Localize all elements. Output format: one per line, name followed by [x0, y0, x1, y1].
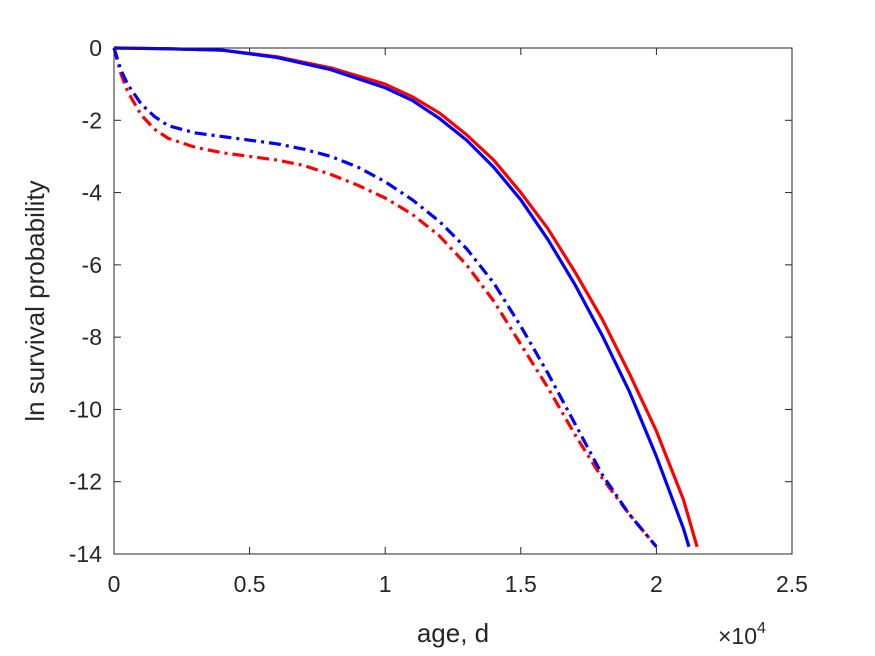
y-tick-label: -4: [82, 180, 103, 206]
y-tick-label: -2: [82, 107, 102, 133]
x-axis-exponent: ×104: [718, 620, 766, 649]
axes-layer: 0 0.5 1 1.5 2 2.5 0 -2 -4 -6 -8 -10 -12 -14: [69, 35, 808, 597]
x-axis-label: age, d: [417, 618, 489, 648]
x-tick-label: 0: [108, 571, 121, 597]
axes-box: [113, 47, 793, 555]
x-axis-exponent-base: ×10: [718, 623, 757, 649]
y-tick-label: 0: [89, 35, 102, 61]
series-line-4-dashdot: [112, 47, 658, 548]
x-tick-label: 1.5: [505, 571, 537, 597]
y-tick-label: -8: [82, 324, 102, 350]
x-tick-label: 1: [379, 571, 392, 597]
series-line-2-solid: [113, 46, 691, 548]
plot-background: [114, 48, 792, 554]
series-layer: [112, 46, 699, 548]
y-tick-label: -6: [82, 252, 102, 278]
y-tick-label: -14: [69, 541, 102, 567]
x-tick-label: 2: [650, 571, 663, 597]
x-tick-label: 0.5: [234, 571, 266, 597]
y-tick-label: -10: [69, 396, 102, 422]
x-axis-exponent-power: 4: [757, 620, 766, 637]
y-tick-label: -12: [69, 469, 102, 495]
y-axis-label: ln survival probability: [20, 180, 50, 421]
x-tick-label: 2.5: [776, 571, 808, 597]
